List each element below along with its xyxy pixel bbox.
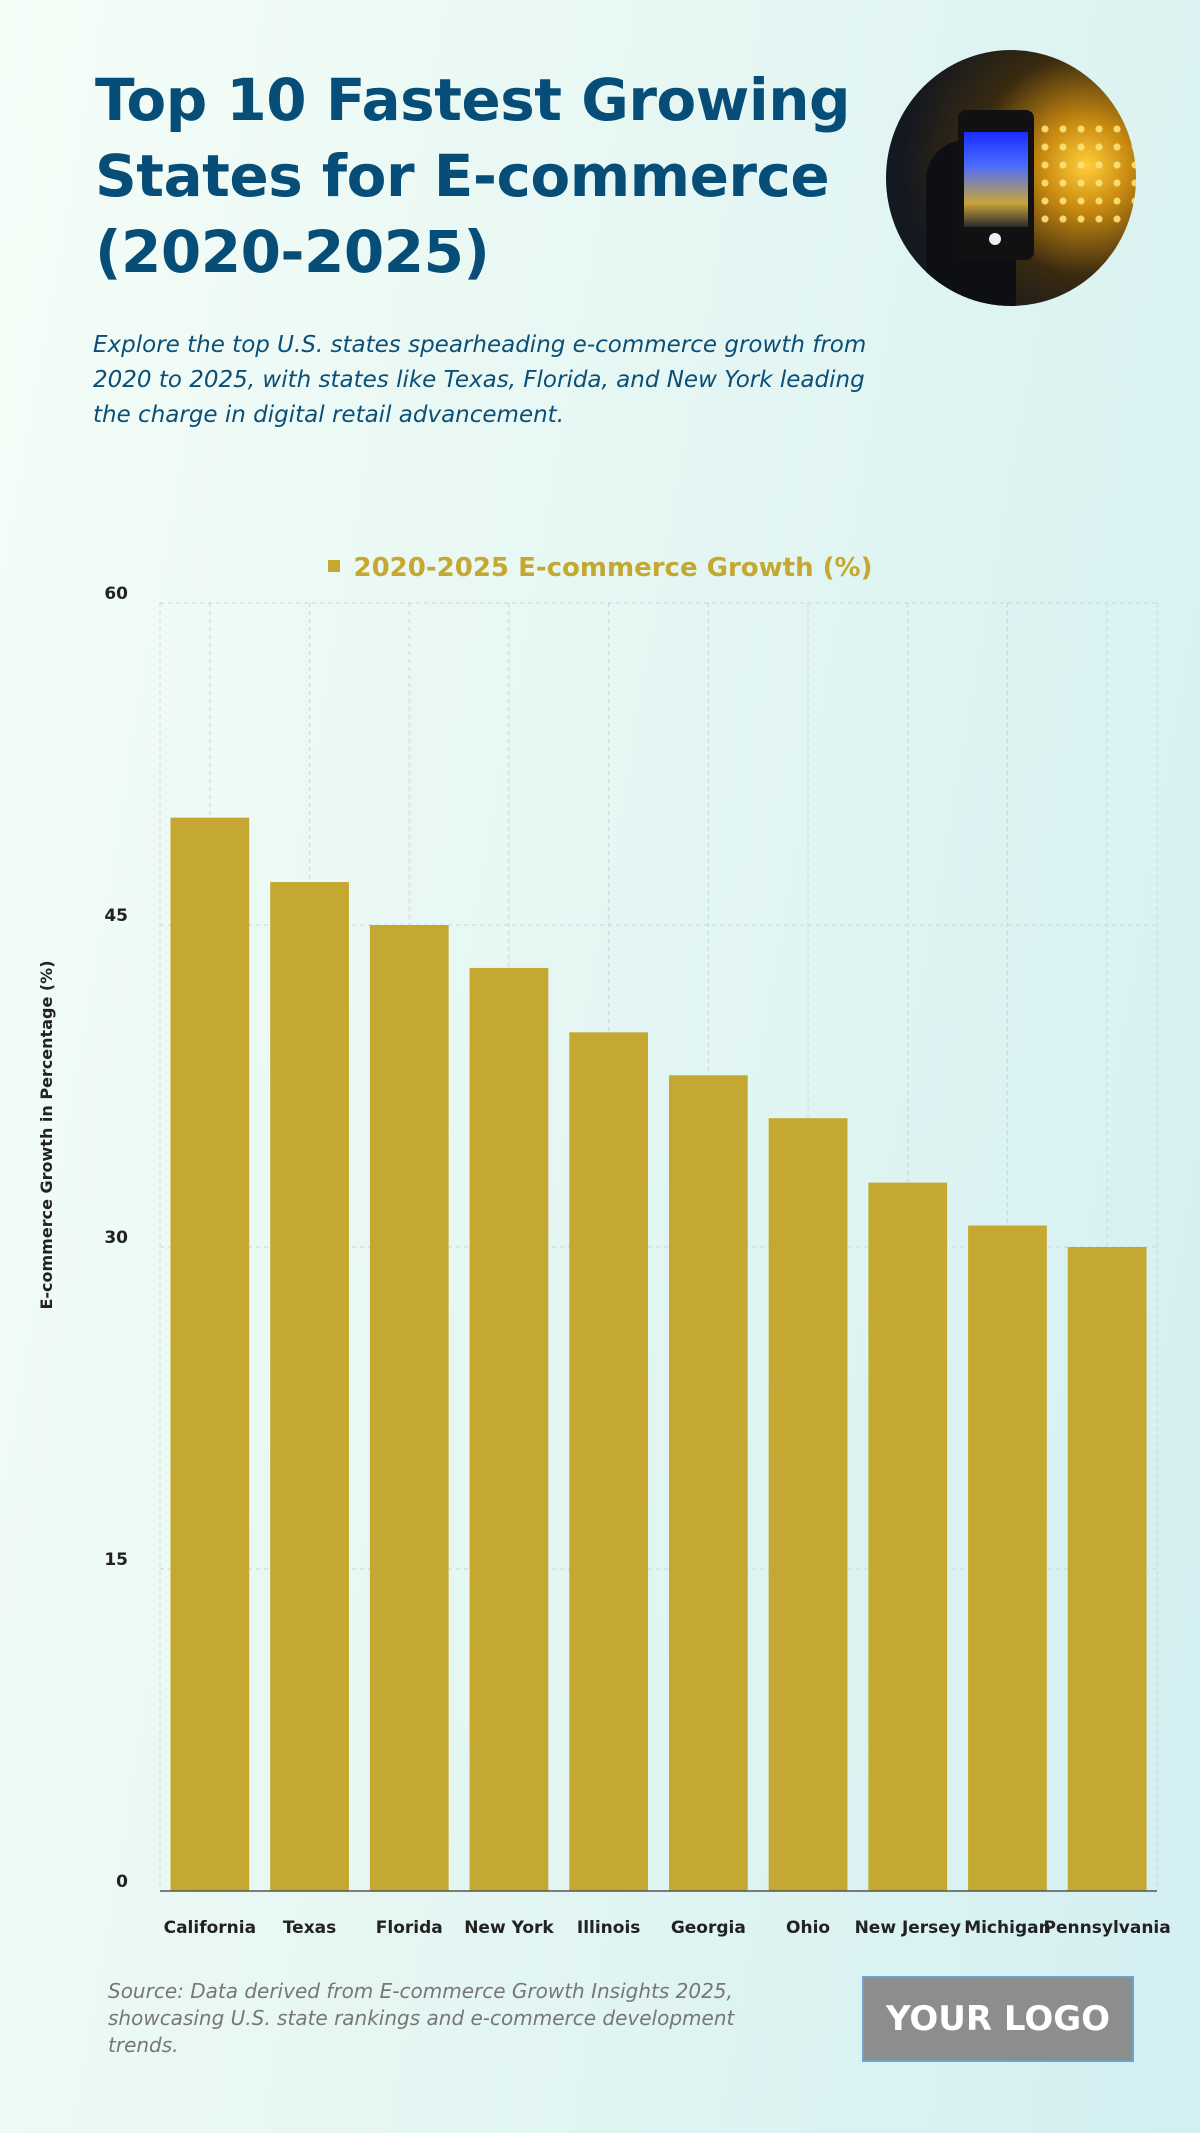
x-tick-label: Texas [283, 1918, 336, 1938]
page-subtitle: Explore the top U.S. states spearheading… [93, 332, 867, 428]
y-axis-ticks: 0 15 30 45 60 [104, 584, 128, 1892]
y-tick-label: 45 [104, 906, 128, 926]
x-tick-label: New Jersey [855, 1918, 961, 1938]
y-tick-label: 30 [104, 1228, 128, 1248]
x-tick-label: Florida [376, 1918, 443, 1938]
bar-california [170, 817, 250, 1891]
phone-screen [964, 132, 1028, 227]
x-tick-label: Michigan [964, 1918, 1051, 1938]
shutter-button [989, 233, 1001, 245]
bokeh-lights [1036, 120, 1136, 230]
bar-texas [270, 882, 349, 1891]
x-axis-ticks: California Texas Florida New York Illinois Ge… [164, 1918, 1171, 1938]
x-tick-label: Georgia [671, 1918, 746, 1938]
legend-swatch [327, 559, 340, 572]
bar-florida [369, 925, 449, 1891]
bar-ohio [768, 1118, 848, 1891]
x-tick-label: California [164, 1918, 256, 1938]
x-tick-label: Illinois [577, 1918, 641, 1938]
legend-label: 2020-2025 E-commerce Growth (%) [353, 553, 873, 583]
bar-michigan [968, 1225, 1047, 1891]
bar-illinois [569, 1032, 649, 1891]
smartphone [958, 110, 1034, 260]
bar-new-york [469, 967, 549, 1891]
source-note: Source: Data derived from E-commerce Gro… [108, 1979, 735, 2057]
logo-placeholder: YOUR LOGO [862, 1976, 1134, 2062]
chart-bars [170, 817, 1147, 1891]
y-tick-label: 60 [104, 584, 128, 604]
bar-pennsylvania [1067, 1247, 1147, 1891]
y-tick-label: 15 [104, 1550, 128, 1570]
page-title: Top 10 Fastest Growing States for E-comm… [95, 66, 851, 286]
y-tick-label: 0 [116, 1872, 128, 1892]
bar-new-jersey [868, 1182, 948, 1891]
x-tick-label: Pennsylvania [1044, 1918, 1171, 1938]
x-tick-label: Ohio [786, 1918, 830, 1938]
x-tick-label: New York [464, 1918, 554, 1938]
bar-georgia [668, 1075, 748, 1891]
phone-photo-icon [886, 50, 1136, 306]
y-axis-label: E-commerce Growth in Percentage (%) [37, 960, 56, 1309]
chart-legend: 2020-2025 E-commerce Growth (%) [0, 553, 1200, 583]
